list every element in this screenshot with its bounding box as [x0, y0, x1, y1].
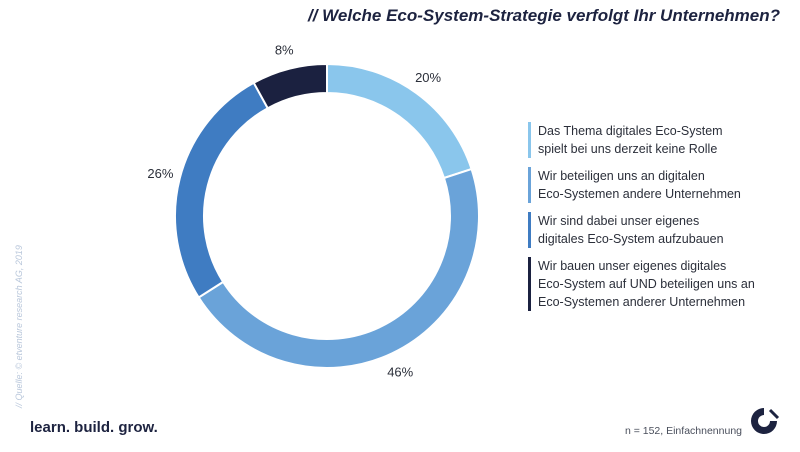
donut-slice-no-role [326, 62, 473, 180]
legend-item-both: Wir bauen unser eigenes digitales Eco-Sy… [528, 257, 778, 311]
legend-item-label: Wir bauen unser eigenes digitales Eco-Sy… [538, 259, 755, 309]
legend-item-participate: Wir beteiligen uns an digitalen Eco-Syst… [528, 167, 778, 203]
legend-item-label: Das Thema digitales Eco-System spielt be… [538, 124, 723, 156]
slice-value-label-both: 8% [275, 42, 294, 57]
donut-slice-labels: 20% 46% 26% 8% [147, 42, 441, 379]
sample-footnote: n = 152, Einfachnennung [624, 425, 742, 437]
legend-item-label: Wir sind dabei unser eigenes digitales E… [538, 214, 724, 246]
donut-slice-building-own [174, 81, 270, 299]
legend-swatch [528, 212, 531, 248]
slice-value-label-building-own: 26% [147, 166, 173, 181]
etventure-logo-icon [751, 408, 780, 434]
source-note: // Quelle: © etventure research AG, 2019 [14, 245, 24, 408]
brand-tagline: learn. build. grow. [30, 419, 158, 436]
legend-swatch [528, 122, 531, 158]
chart-title: // Welche Eco-System-Strategie verfolgt … [307, 6, 780, 25]
slice-value-label-participate: 46% [387, 365, 413, 380]
legend-swatch [528, 167, 531, 203]
slice-value-label-no-role: 20% [415, 70, 441, 85]
chart-legend: Das Thema digitales Eco-System spielt be… [528, 122, 778, 320]
legend-swatch [528, 257, 531, 311]
donut-slices [174, 62, 480, 370]
legend-item-label: Wir beteiligen uns an digitalen Eco-Syst… [538, 169, 741, 201]
donut-slice-participate [197, 167, 480, 370]
donut-slice-both [252, 62, 328, 110]
legend-item-no-role: Das Thema digitales Eco-System spielt be… [528, 122, 778, 158]
legend-item-building-own: Wir sind dabei unser eigenes digitales E… [528, 212, 778, 248]
